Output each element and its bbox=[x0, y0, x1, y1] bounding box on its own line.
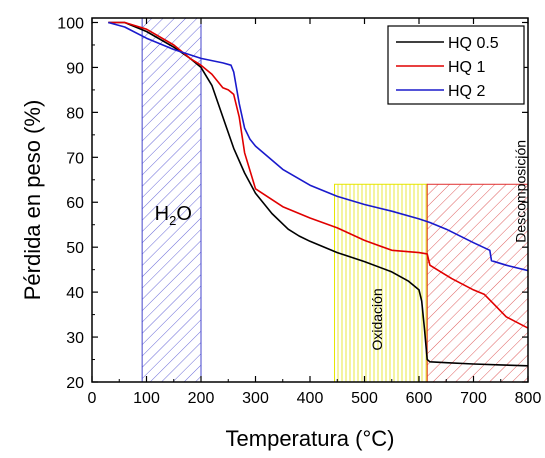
x-tick-label-7: 700 bbox=[460, 390, 487, 407]
y-tick-label-1: 30 bbox=[66, 330, 84, 347]
legend-label-0: HQ 0.5 bbox=[448, 35, 499, 52]
legend-label-2: HQ 2 bbox=[448, 83, 485, 100]
series-line-0 bbox=[108, 21, 528, 367]
x-tick-label-1: 100 bbox=[133, 390, 160, 407]
y-tick-label-6: 80 bbox=[66, 105, 84, 122]
x-tick-label-3: 300 bbox=[242, 390, 269, 407]
water-region-label: H2O bbox=[155, 203, 192, 228]
shaded-regions bbox=[141, 17, 529, 383]
axes: 0 100 200 300 400 500 600 700 800 20 30 40 50 60 70 80 9… bbox=[57, 15, 541, 407]
x-tick-label-4: 400 bbox=[297, 390, 324, 407]
x-tick-label-0: 0 bbox=[88, 390, 97, 407]
water-label-sub: 2 bbox=[169, 213, 176, 228]
region-2-fill bbox=[427, 184, 528, 382]
y-tick-label-3: 50 bbox=[66, 240, 84, 257]
y-tick-label-5: 70 bbox=[66, 150, 84, 167]
x-tick-label-5: 500 bbox=[351, 390, 378, 407]
series-group bbox=[108, 21, 528, 367]
region-0-fill bbox=[142, 18, 201, 382]
y-tick-label-0: 20 bbox=[66, 375, 84, 392]
series-line-1 bbox=[108, 21, 528, 329]
legend-box bbox=[387, 25, 525, 105]
legend: HQ 0.5 HQ 1 HQ 2 bbox=[387, 25, 525, 105]
x-tick-label-8: 800 bbox=[515, 390, 542, 407]
x-tick-label-2: 200 bbox=[188, 390, 215, 407]
decomposition-region-label: Descomposición bbox=[512, 140, 528, 243]
legend-label-1: HQ 1 bbox=[448, 59, 485, 76]
x-tick-label-6: 600 bbox=[406, 390, 433, 407]
water-label-main: H bbox=[155, 203, 169, 225]
region-1-fill bbox=[334, 184, 428, 382]
series-line-2 bbox=[108, 21, 528, 272]
water-label-tail: O bbox=[176, 203, 192, 225]
y-tick-label-8: 100 bbox=[57, 15, 84, 32]
y-tick-label-7: 90 bbox=[66, 60, 84, 77]
y-tick-label-4: 60 bbox=[66, 195, 84, 212]
y-axis-title: Pérdida en peso (%) bbox=[20, 100, 45, 301]
y-tick-label-2: 40 bbox=[66, 285, 84, 302]
oxidation-region-label: Oxidación bbox=[369, 288, 385, 350]
annotations: H2O Oxidación Descomposición bbox=[155, 140, 529, 351]
x-axis-title: Temperatura (°C) bbox=[226, 426, 395, 451]
